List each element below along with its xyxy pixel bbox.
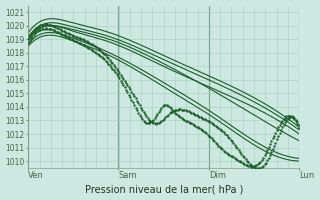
X-axis label: Pression niveau de la mer( hPa ): Pression niveau de la mer( hPa )	[84, 184, 243, 194]
